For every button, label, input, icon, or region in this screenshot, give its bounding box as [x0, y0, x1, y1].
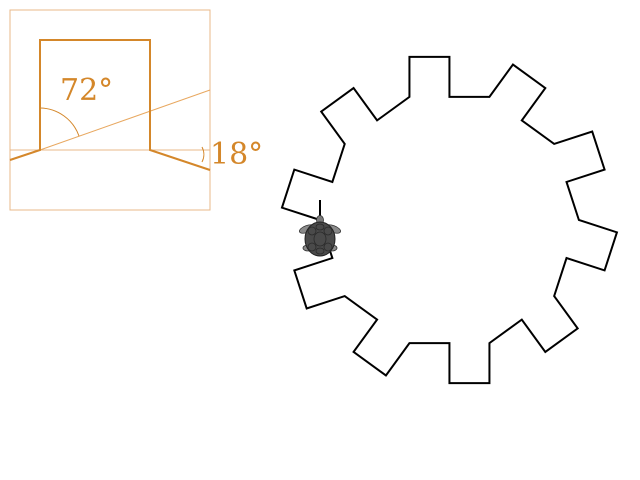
inset-tooth-outline [9, 39, 211, 171]
turtle-shell-pattern [307, 223, 333, 255]
angle-large-label: 72° [60, 73, 113, 108]
angle-arc-small [201, 146, 205, 163]
angle-arc-large [39, 107, 80, 137]
turtle-shell [304, 221, 336, 257]
inset-frame [9, 9, 211, 211]
angle-small-label: 18° [210, 137, 263, 172]
inset-extension-line [39, 89, 211, 151]
turtle-icon [298, 215, 342, 257]
angle-inset-diagram: 72° 18° [9, 9, 263, 211]
gear-outline [280, 55, 619, 385]
